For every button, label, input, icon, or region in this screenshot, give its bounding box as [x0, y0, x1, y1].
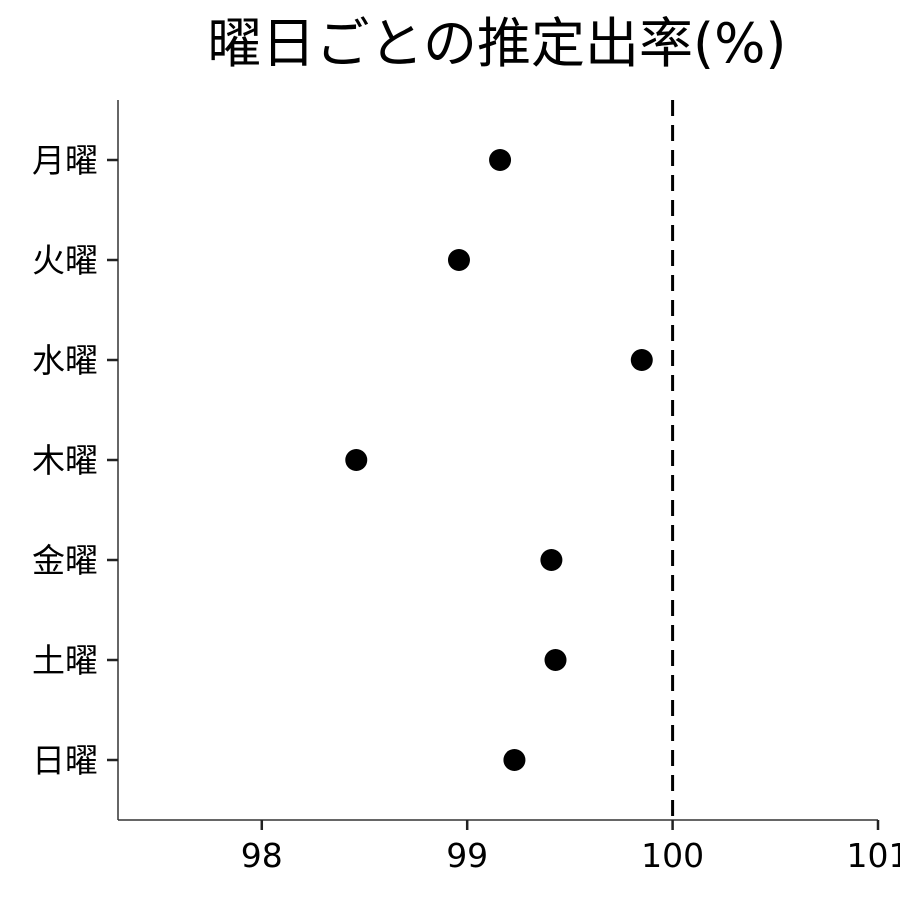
data-point — [503, 749, 526, 771]
y-tick-label: 土曜 — [32, 641, 98, 680]
y-tick-label: 水曜 — [32, 341, 98, 380]
x-tick-label: 99 — [446, 836, 488, 875]
data-point — [630, 349, 653, 371]
data-point — [447, 249, 470, 271]
data-point — [544, 649, 567, 671]
data-point — [489, 149, 512, 171]
y-tick-label: 火曜 — [32, 241, 98, 280]
data-points — [345, 149, 653, 771]
y-tick-label: 日曜 — [32, 741, 98, 780]
data-point — [345, 449, 368, 471]
y-tick-label: 木曜 — [32, 441, 98, 480]
y-tick-label: 金曜 — [32, 541, 98, 580]
y-tick-label: 月曜 — [32, 141, 98, 180]
x-axis-ticks: 98 99 100 101 — [241, 820, 900, 875]
x-tick-label: 100 — [641, 836, 704, 875]
chart-title: 曜日ごとの推定出率(%) — [208, 12, 787, 75]
x-tick-label: 98 — [241, 836, 283, 875]
x-tick-label: 101 — [847, 836, 900, 875]
data-point — [540, 549, 563, 571]
